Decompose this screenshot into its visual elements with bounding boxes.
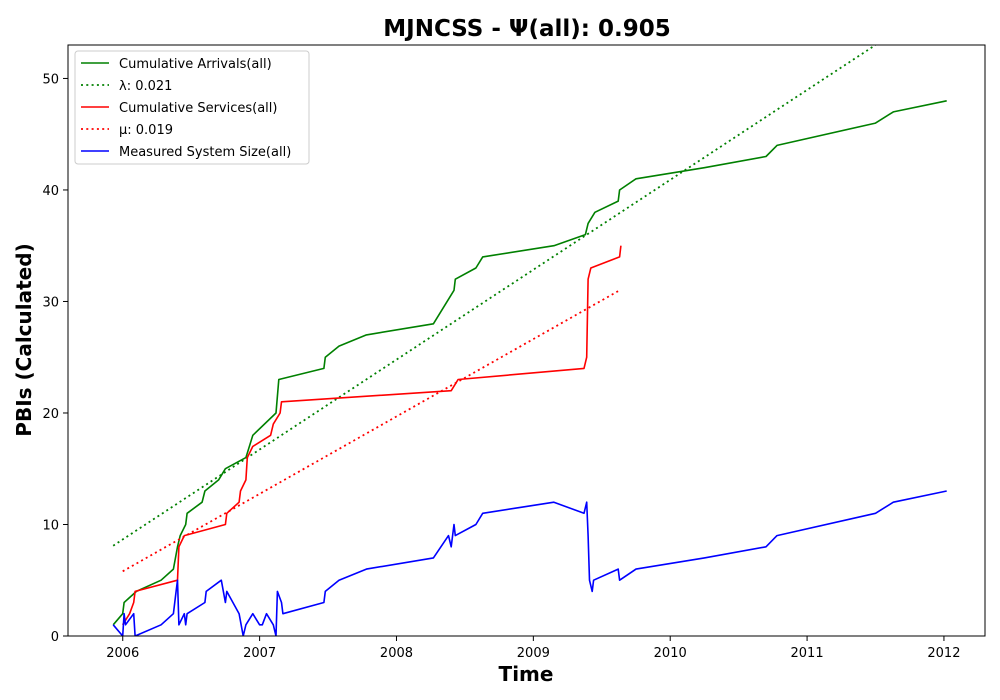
legend-box [74, 50, 310, 165]
x-tick-label: 2008 [380, 646, 413, 661]
x-tick-label: 2007 [243, 646, 276, 661]
x-axis-label: Time [499, 662, 554, 686]
series-line-3 [122, 245, 622, 626]
y-tick-label: 20 [42, 407, 59, 422]
y-axis-label: PBIs (Calculated) [12, 243, 36, 436]
y-tick-label: 30 [42, 295, 59, 310]
series-line-1 [112, 100, 947, 626]
x-tick-label: 2012 [927, 646, 960, 661]
legend-label-3: Cumulative Services(all) [119, 101, 277, 116]
x-axis: 2006 2007 2008 2009 2010 2011 2012 [106, 636, 960, 661]
series-line-5 [112, 490, 947, 636]
legend-label-1: Cumulative Arrivals(all) [119, 57, 272, 72]
legend: Cumulative Arrivals(all) λ: 0.021 Cumulati… [74, 50, 310, 165]
legend-label-2: λ: 0.021 [119, 79, 172, 94]
series-line-2 [112, 45, 876, 547]
x-tick-label: 2006 [106, 646, 139, 661]
legend-label-5: Measured System Size(all) [119, 145, 291, 160]
x-tick-label: 2011 [791, 646, 824, 661]
plot-frame [67, 44, 986, 637]
chart-title: MJNCSS - Ψ(all): 0.905 [383, 16, 670, 42]
series-layer [112, 45, 947, 636]
y-tick-label: 0 [51, 630, 59, 645]
y-tick-label: 10 [42, 518, 59, 533]
x-tick-label: 2009 [517, 646, 550, 661]
y-tick-label: 50 [42, 72, 59, 87]
legend-label-4: μ: 0.019 [119, 123, 173, 138]
y-axis: 0 10 20 30 40 50 [42, 72, 68, 645]
x-tick-label: 2010 [654, 646, 687, 661]
y-tick-label: 40 [42, 184, 59, 199]
